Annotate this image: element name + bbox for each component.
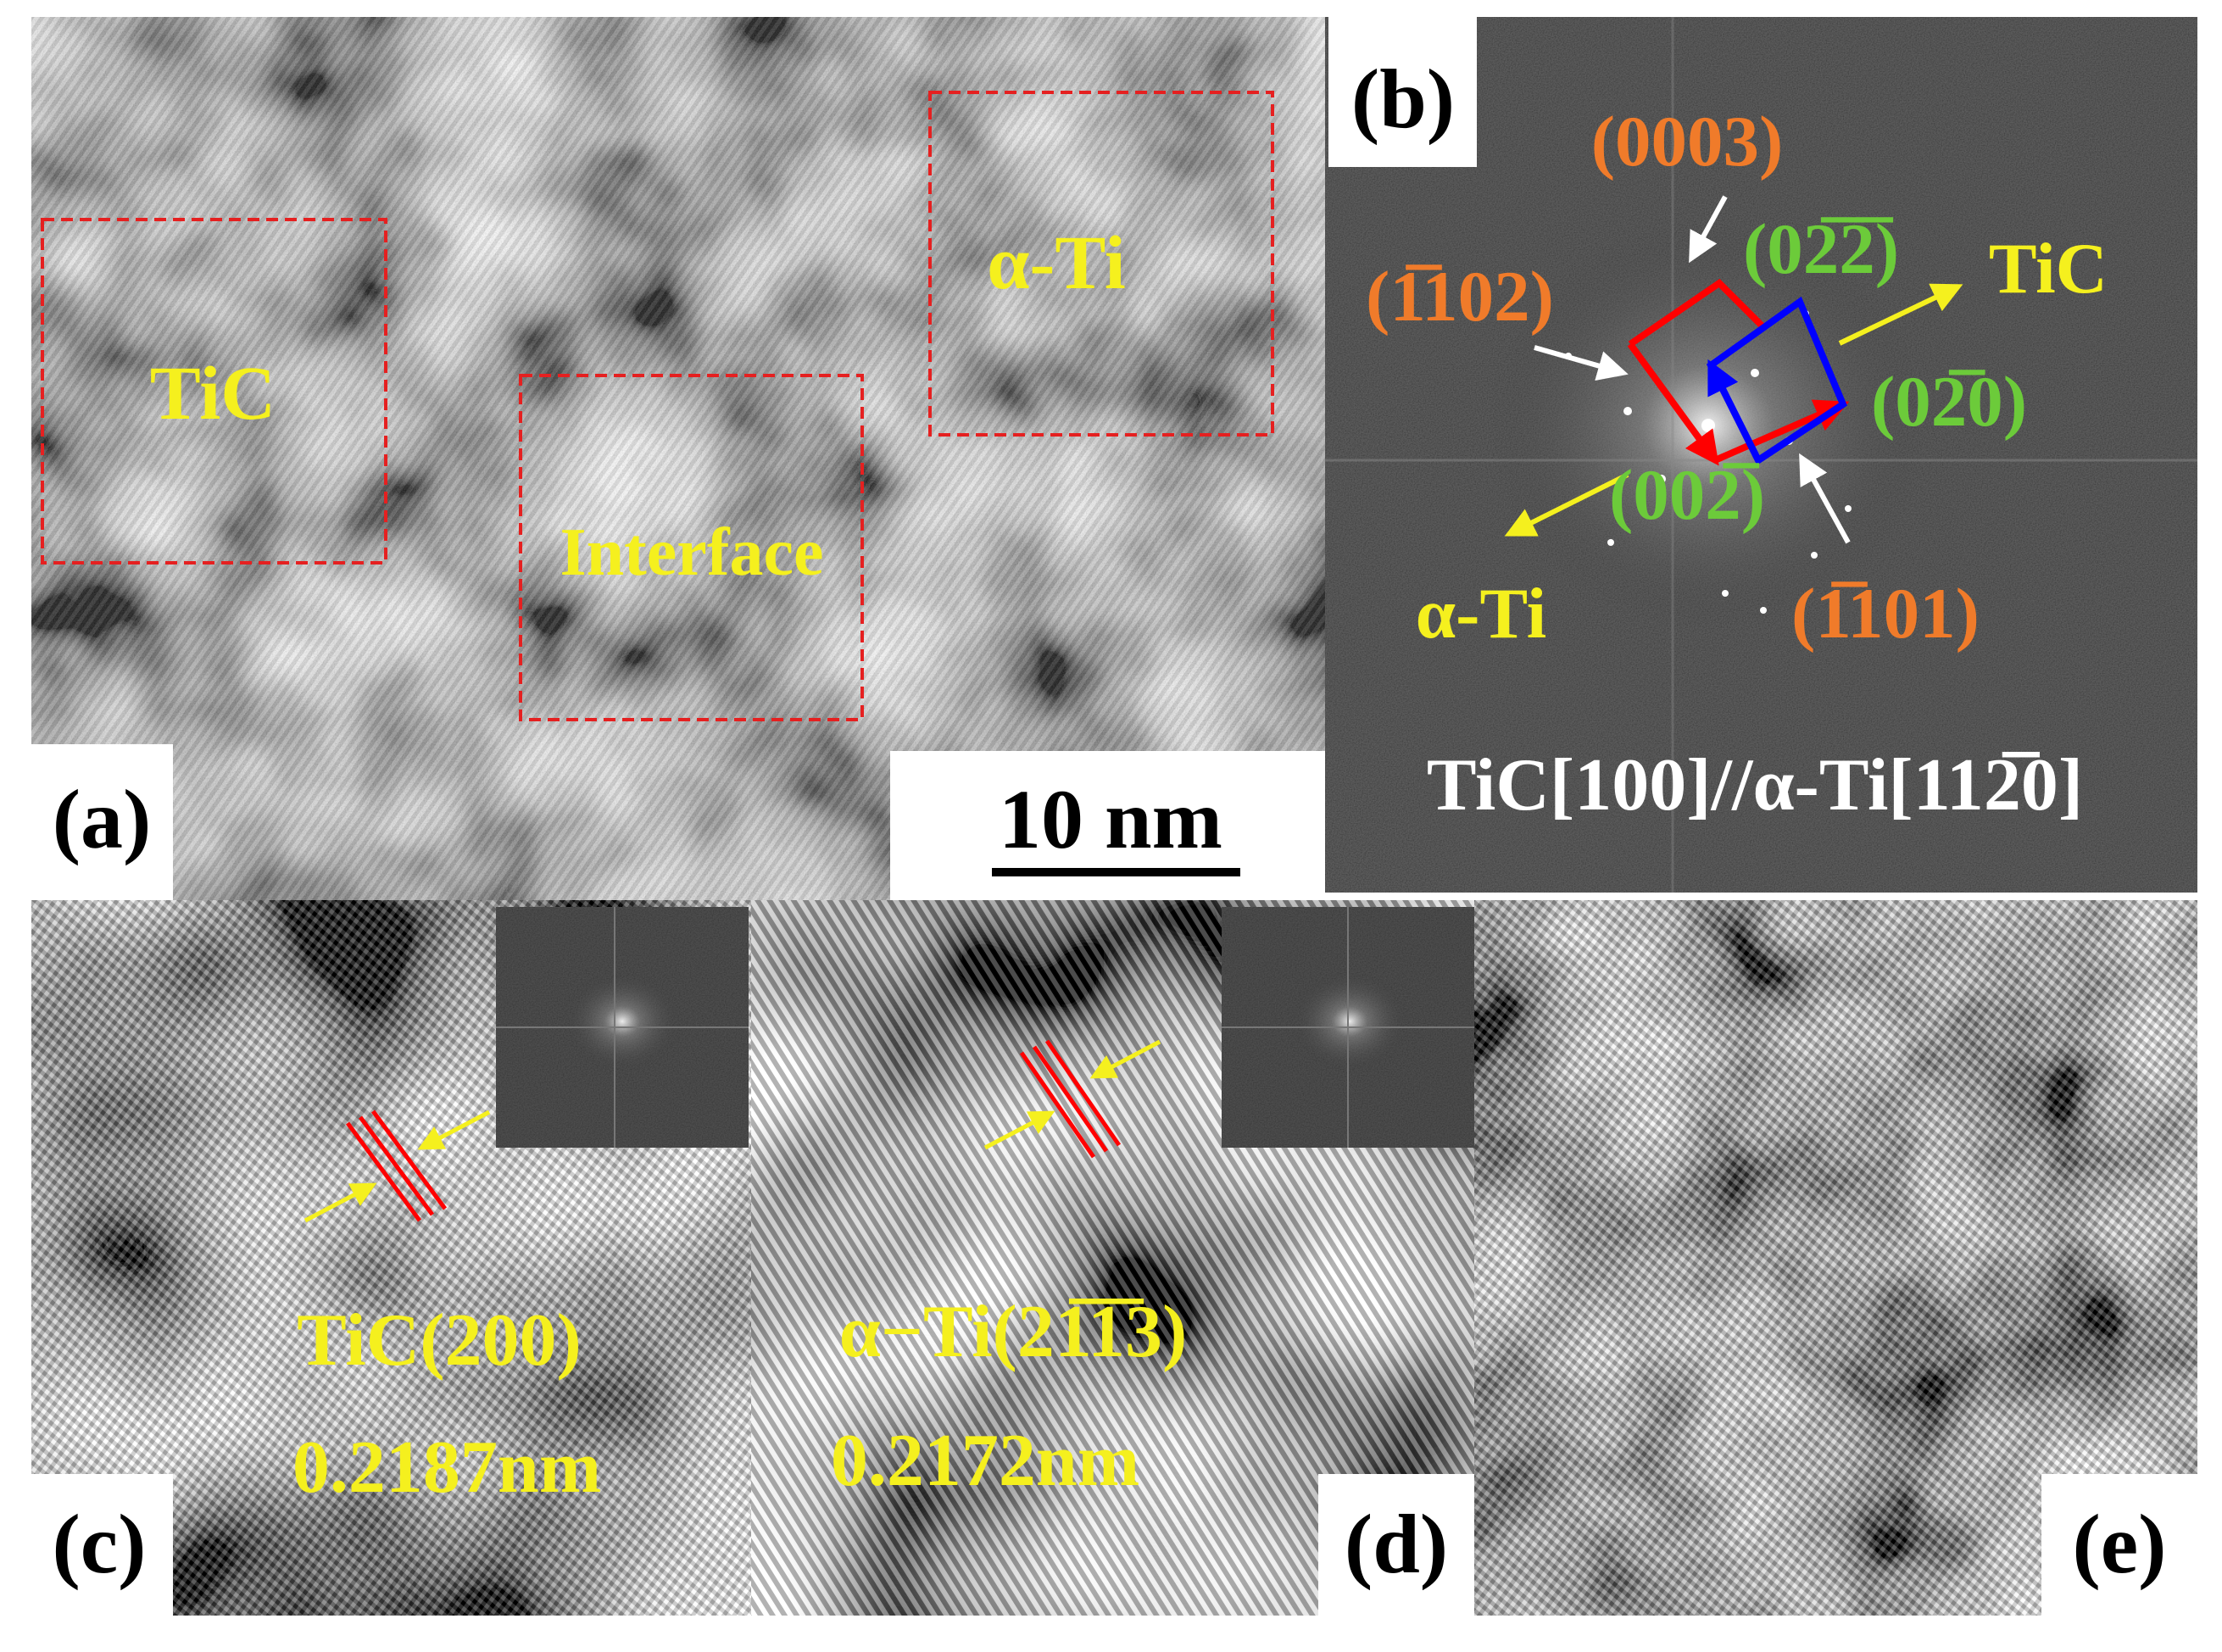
panel-label: (a) (53, 772, 152, 866)
panel-b: (b) (0003) (02̅2̅) (1̅102) (02̅0) (002̅)… (1325, 17, 2197, 893)
direction-label: TiC (1989, 229, 2108, 309)
panel-label: (b) (1351, 52, 1455, 146)
spacing-label: 0.2172nm (831, 1420, 1139, 1502)
spacing-label: 0.2187nm (292, 1427, 601, 1509)
panel-c: TiC(200) 0.2187nm (c) (31, 900, 751, 1616)
spot-label: (02̅2̅) (1743, 209, 1899, 289)
spot-label: (1̅101) (1791, 574, 1980, 654)
zone-axis: TiC[100]//α-Ti[112̅0] (1427, 744, 2083, 826)
direction-label: α-Ti (1416, 574, 1547, 654)
region-label: TiC (150, 352, 276, 436)
plane-label: α−Ti(21̅1̅3) (839, 1291, 1188, 1373)
plane-label: TiC(200) (297, 1299, 582, 1382)
panel-d: α−Ti(21̅1̅3) 0.2172nm (d) (751, 900, 1474, 1616)
spot-label: (0003) (1591, 102, 1784, 181)
region-label: Interface (560, 515, 824, 590)
panel-label: (e) (2073, 1497, 2167, 1591)
scale-bar-label: 10 nm (999, 772, 1222, 866)
panel-label: (d) (1345, 1497, 1448, 1591)
spot-label: (002̅) (1609, 455, 1765, 535)
scale-bar (992, 868, 1240, 876)
spot-label: (1̅102) (1366, 257, 1554, 337)
panel-e: (e) (1474, 900, 2197, 1616)
panel-label: (c) (53, 1497, 147, 1591)
region-label: α-Ti (987, 221, 1126, 305)
panel-a: TiC Interface α-Ti (a) 10 nm (31, 17, 1325, 900)
spot-label: (02̅0) (1871, 362, 2027, 442)
